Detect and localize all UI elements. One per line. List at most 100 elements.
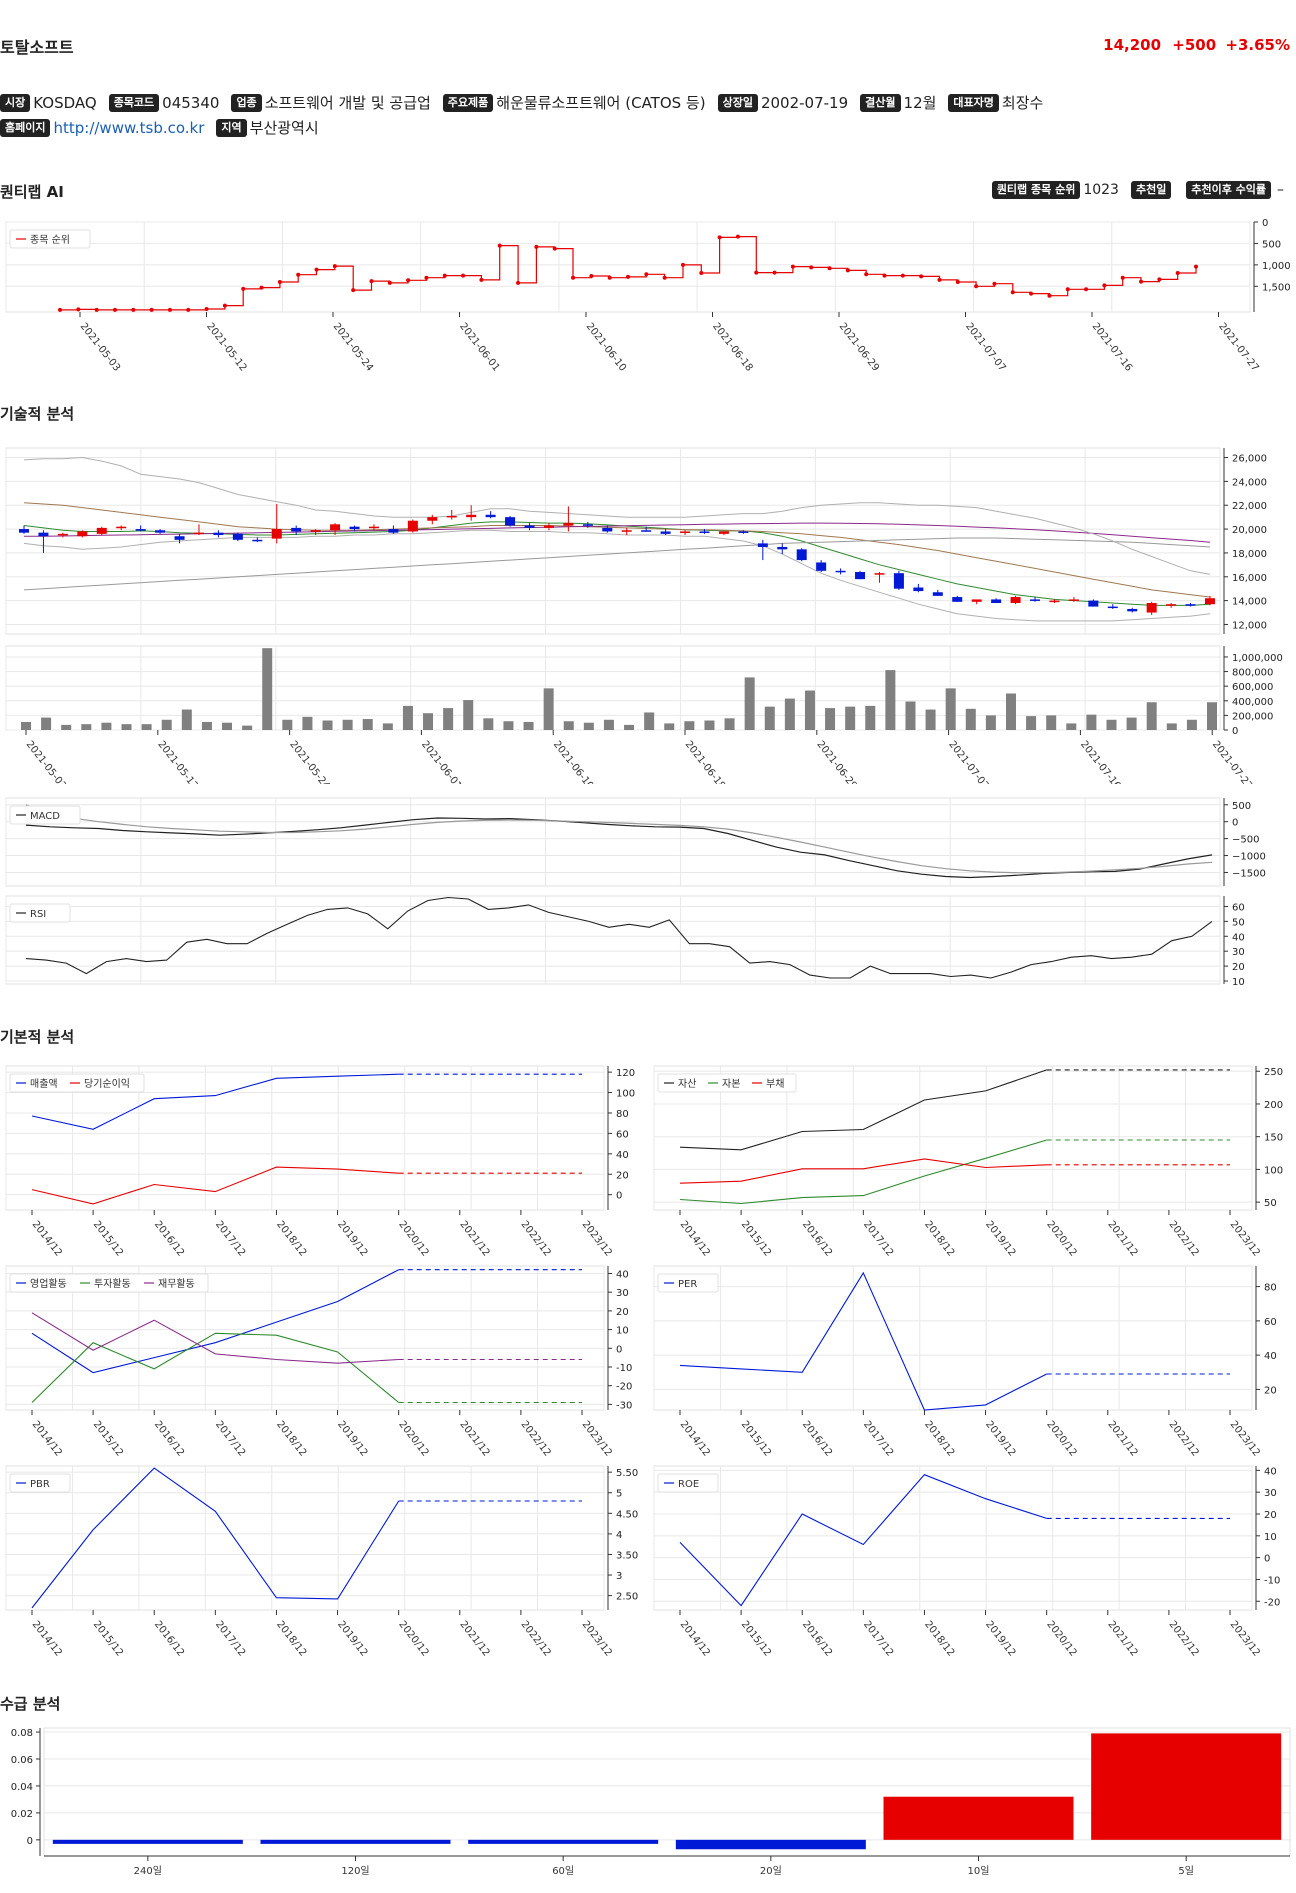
y-tick-label: 400,000 xyxy=(1232,697,1273,708)
candle-body xyxy=(213,532,224,536)
badge-code: 종목코드 xyxy=(108,93,160,112)
rank-point xyxy=(1139,279,1144,284)
legend-box xyxy=(657,1273,719,1293)
volume-bar xyxy=(784,698,795,730)
candle-body xyxy=(19,529,29,533)
y-tick-label: 40 xyxy=(616,1269,629,1280)
x-tick-label: 2021-06-10 xyxy=(551,739,595,784)
rank-point xyxy=(919,274,924,279)
candle-body xyxy=(991,599,1002,603)
y-tick-label: 500 xyxy=(1232,801,1251,812)
candle-body xyxy=(116,526,127,529)
series-line-자본 xyxy=(679,1139,1047,1205)
x-tick-label: 2022/12 xyxy=(519,1419,553,1459)
section-title-supply: 수급 분석 xyxy=(0,1695,61,1713)
x-tick-label: 2021/12 xyxy=(1105,1419,1139,1459)
legend-box xyxy=(9,1473,71,1493)
plot-frame xyxy=(5,1465,605,1611)
x-tick-label: 2015/12 xyxy=(739,1619,773,1659)
x-tick-label: 2014/12 xyxy=(30,1619,64,1659)
legend-label: 자본 xyxy=(722,1078,740,1090)
series-line-매출액 xyxy=(31,1073,399,1130)
y-tick-label: 40 xyxy=(1264,1351,1277,1362)
x-tick-label: 2022/12 xyxy=(519,1619,553,1659)
volume-bar xyxy=(603,719,614,730)
y-tick-label: -30 xyxy=(616,1400,632,1411)
volume-bar xyxy=(342,719,353,730)
x-tick-label: 2017/12 xyxy=(213,1419,247,1459)
candle-body xyxy=(388,529,399,533)
x-tick-label: 2018/12 xyxy=(922,1419,956,1459)
y-tick-label: 60 xyxy=(1264,1317,1277,1328)
rank-point xyxy=(406,278,411,283)
y-tick-label: 5.50 xyxy=(616,1468,638,1479)
rank-point xyxy=(1084,287,1089,292)
volume-bar xyxy=(302,716,313,730)
plot-frame xyxy=(5,895,1221,985)
rsi-chart: 10 20 30 40 50 60 RSI xyxy=(5,895,1245,988)
rank-point xyxy=(534,244,539,249)
volume-bar xyxy=(423,713,434,730)
x-tick-label: 2021-06-29 xyxy=(837,321,881,374)
rank-point xyxy=(589,274,594,278)
y-tick-label: −500 xyxy=(1232,835,1259,846)
candle-body xyxy=(835,570,846,573)
badge-homepage: 홈페이지 xyxy=(0,118,51,137)
candle-body xyxy=(1185,604,1196,606)
x-tick-label: 2017/12 xyxy=(213,1219,247,1259)
rank-point xyxy=(94,307,99,312)
ceo-value: 최장수 xyxy=(1001,94,1044,112)
y-tick-label: 20 xyxy=(616,1307,629,1318)
candle-body xyxy=(893,573,904,589)
volume-bar xyxy=(744,677,755,730)
x-tick-label: 2023/12 xyxy=(1228,1619,1262,1659)
series-line-ROE xyxy=(679,1474,1047,1607)
candle-body xyxy=(77,531,88,537)
candle-body xyxy=(699,531,710,533)
volume-bar xyxy=(463,700,474,730)
rank-point xyxy=(131,307,136,312)
volume-bar xyxy=(161,719,172,730)
plot-frame xyxy=(5,221,1251,313)
rank-point xyxy=(699,271,704,275)
homepage-link[interactable]: http://www.tsb.co.kr xyxy=(53,118,205,137)
x-tick-label: 2021-07-16 xyxy=(1078,739,1122,784)
x-tick-label: 2021-06-01 xyxy=(457,321,501,374)
series-line-PER xyxy=(679,1271,1047,1411)
y-tick-label: 18,000 xyxy=(1232,549,1267,560)
candle-body xyxy=(1030,599,1041,601)
x-tick-label: 10일 xyxy=(968,1865,990,1877)
x-tick-label: 2021-05-12 xyxy=(204,321,248,374)
volume-bar xyxy=(1005,693,1016,730)
rank-point xyxy=(626,274,630,279)
x-tick-label: 120일 xyxy=(341,1865,369,1877)
rank-point xyxy=(882,273,887,278)
legend-box xyxy=(657,1473,719,1493)
y-tick-label: 0 xyxy=(1262,218,1268,229)
candle-body xyxy=(271,529,282,539)
candle-body xyxy=(330,524,341,531)
candle-body xyxy=(1127,608,1138,612)
supply-bar xyxy=(883,1796,1074,1840)
revenue-chart: 0 20 40 60 80 100 120 매출액 당기순이익 2014/12 2015/12 201… xyxy=(5,1065,635,1259)
macd-line-MACD xyxy=(25,817,1213,879)
legend-label: 영업활동 xyxy=(30,1277,67,1290)
listing-date-value: 2002-07-19 xyxy=(760,93,849,112)
volume-bar xyxy=(322,720,333,730)
x-tick-label: 2023/12 xyxy=(1228,1219,1262,1259)
candle-body xyxy=(1166,604,1177,606)
y-tick-label: -10 xyxy=(1264,1575,1280,1586)
badge-region: 지역 xyxy=(216,118,247,137)
volume-bar xyxy=(101,722,112,730)
volume-bar xyxy=(845,706,856,730)
rank-point xyxy=(900,273,905,278)
candle-body xyxy=(913,587,924,592)
y-tick-label: 30 xyxy=(1264,1488,1277,1499)
plot-frame xyxy=(653,1465,1253,1611)
balance-chart: 50 100 150 200 250 자산 자본 부채 2014/12 2015/12 2016/1… xyxy=(653,1065,1283,1259)
rank-point xyxy=(296,272,301,277)
y-tick-label: 0.06 xyxy=(11,1755,33,1766)
badge-products: 주요제품 xyxy=(442,93,494,112)
volume-bar xyxy=(141,724,152,730)
badge-market: 시장 xyxy=(0,93,31,112)
